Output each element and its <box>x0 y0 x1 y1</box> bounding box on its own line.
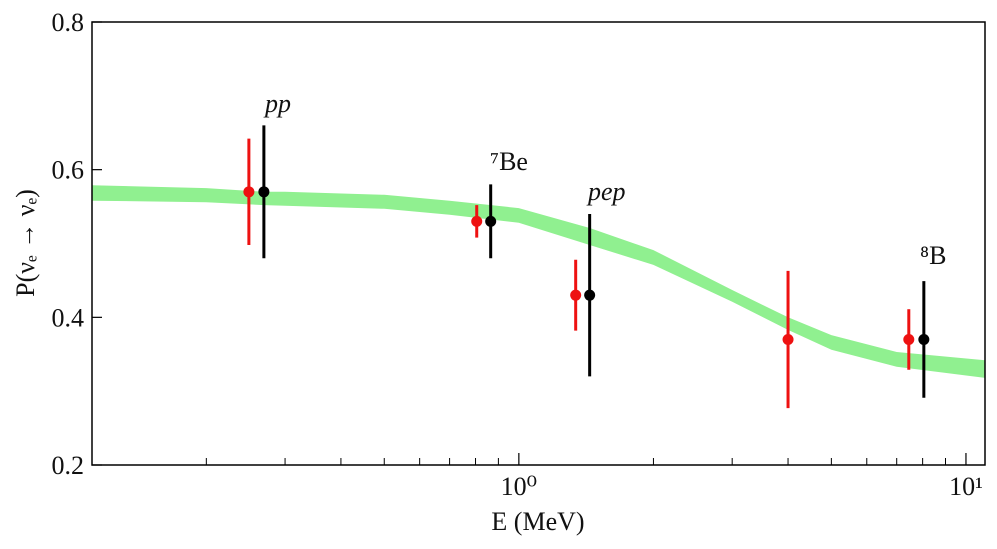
data-point <box>243 186 255 198</box>
data-point <box>782 333 794 345</box>
annotation: pep <box>586 177 626 206</box>
data-point <box>485 215 497 227</box>
y-tick-label: 0.6 <box>52 156 85 185</box>
y-tick-label: 0.2 <box>52 451 85 480</box>
data-point <box>584 289 596 301</box>
y-tick-label: 0.8 <box>52 8 85 37</box>
y-axis-label: P(νₑ → νₑ) <box>11 189 40 297</box>
x-tick-label: 10¹ <box>949 472 983 501</box>
data-point <box>570 289 582 301</box>
data-point <box>903 333 915 345</box>
x-tick-label: 10⁰ <box>501 472 537 501</box>
plot-frame <box>91 21 986 466</box>
data-point <box>918 333 930 345</box>
annotation: ⁷Be <box>490 147 528 176</box>
data-point <box>471 215 483 227</box>
y-tick-label: 0.4 <box>52 303 85 332</box>
band <box>92 185 985 378</box>
annotation: ⁸B <box>920 241 946 270</box>
x-axis-label: E (MeV) <box>491 507 584 536</box>
data-point <box>258 186 270 198</box>
annotation: pp <box>263 89 291 118</box>
